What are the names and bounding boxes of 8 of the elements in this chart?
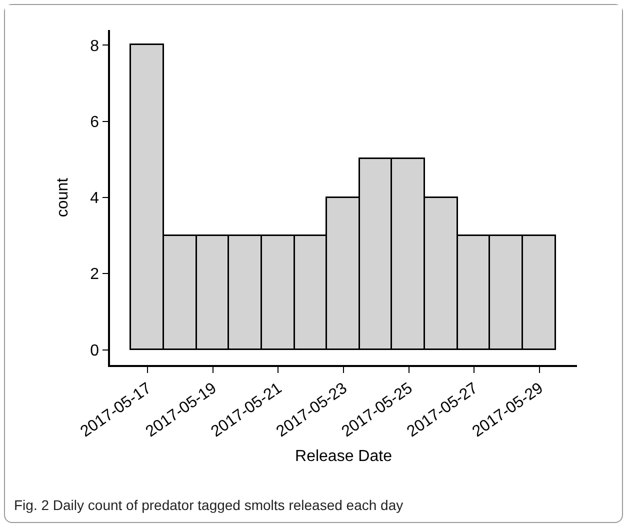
caption: Fig. 2 Daily count of predator tagged smolts released each day xyxy=(14,497,404,513)
y-tick-label: 6 xyxy=(90,114,100,131)
y-axis-title: count xyxy=(54,177,72,218)
y-tick-label: 2 xyxy=(90,266,100,284)
y-tick-label: 4 xyxy=(90,190,100,208)
y-tick-label: 8 xyxy=(90,38,100,55)
x-axis-title: Release Date xyxy=(295,448,392,465)
y-tick-label: 0 xyxy=(90,342,100,360)
